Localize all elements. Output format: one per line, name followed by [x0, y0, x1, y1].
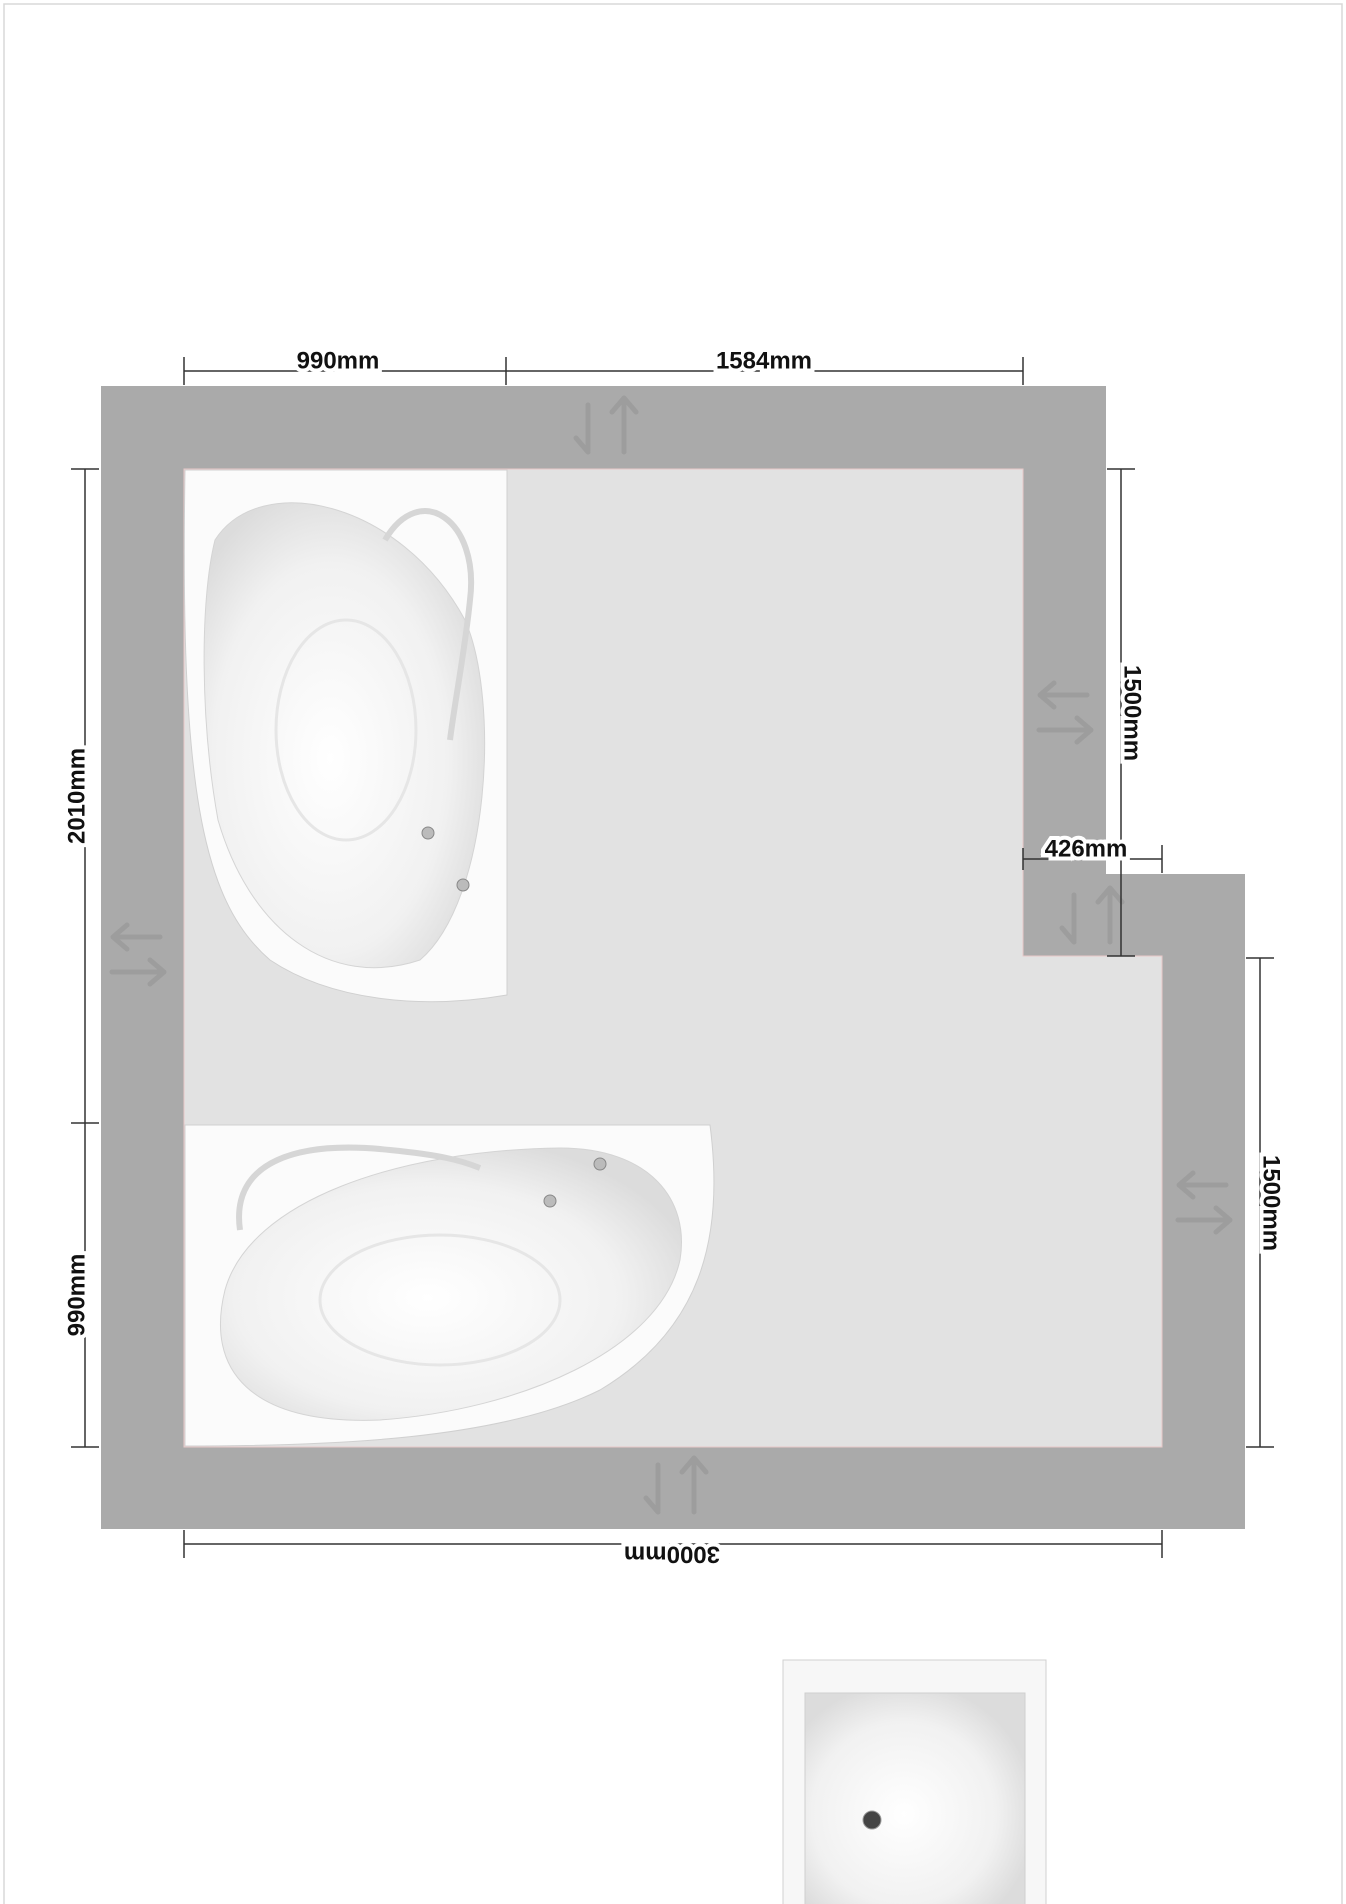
- bath-palette-item[interactable]: [782, 1659, 1047, 1904]
- dimension-label[interactable]: 1500mm: [1254, 1151, 1289, 1255]
- dimension-label[interactable]: 2010mm: [59, 744, 94, 848]
- dimension-label[interactable]: 1584mm: [712, 343, 816, 378]
- wall-handle-right-upper[interactable]: [1036, 680, 1094, 745]
- wall-handle-left[interactable]: [109, 922, 167, 987]
- dimension-label[interactable]: 990mm: [293, 343, 384, 378]
- corner-bath-lower[interactable]: [184, 1124, 715, 1447]
- wall-handle-bottom[interactable]: [643, 1455, 709, 1515]
- wall-handle-top[interactable]: [573, 395, 639, 455]
- corner-bath-upper[interactable]: [183, 469, 508, 1003]
- dimension-label[interactable]: 426mm: [1041, 831, 1132, 866]
- dimension-label[interactable]: 1500mm: [1115, 661, 1150, 765]
- dimension-label[interactable]: 3000mm: [620, 1537, 724, 1572]
- dimension-lines: [71, 357, 1274, 1558]
- wall-handle-notch[interactable]: [1059, 885, 1125, 945]
- wall-handle-right-lower[interactable]: [1175, 1170, 1233, 1235]
- dimension-label[interactable]: 990mm: [59, 1250, 94, 1341]
